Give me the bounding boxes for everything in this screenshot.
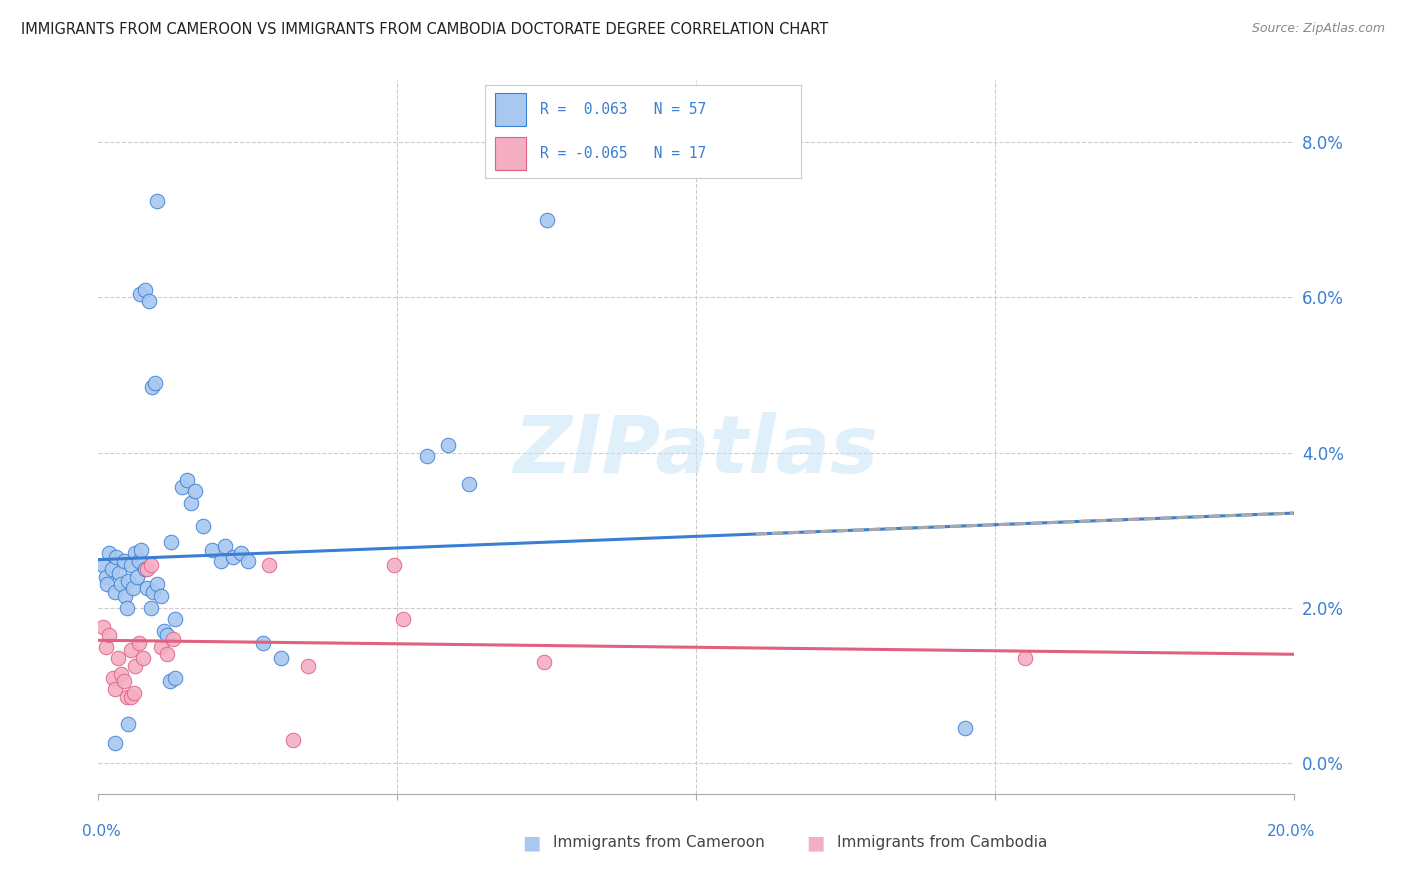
Point <box>281 732 304 747</box>
Point <box>156 628 179 642</box>
Point <box>153 624 176 638</box>
Point <box>270 651 292 665</box>
Point <box>533 655 555 669</box>
Point <box>91 620 114 634</box>
Point <box>94 640 117 654</box>
Text: ■: ■ <box>522 833 541 853</box>
Point <box>134 283 156 297</box>
Point <box>159 674 181 689</box>
Point <box>191 519 214 533</box>
Point <box>114 589 136 603</box>
Point <box>134 562 156 576</box>
Point <box>156 647 179 661</box>
Point <box>103 671 125 685</box>
Point <box>127 570 149 584</box>
Text: 0.0%: 0.0% <box>82 824 121 838</box>
Point <box>129 286 152 301</box>
Text: ZIPatlas: ZIPatlas <box>513 412 879 491</box>
Point <box>110 577 132 591</box>
Point <box>120 690 142 704</box>
Point <box>139 558 162 572</box>
Point <box>150 589 173 603</box>
Point <box>382 558 405 572</box>
Point <box>91 558 114 572</box>
Point <box>128 554 150 568</box>
Point <box>201 542 224 557</box>
Point <box>222 550 245 565</box>
Point <box>214 539 236 553</box>
Text: R = -0.065   N = 17: R = -0.065 N = 17 <box>540 146 707 161</box>
Point <box>104 736 127 750</box>
Point <box>163 671 186 685</box>
Point <box>143 376 166 390</box>
Point <box>257 558 280 572</box>
Point <box>124 659 146 673</box>
Point <box>458 476 481 491</box>
Point <box>104 682 127 697</box>
Point <box>112 554 135 568</box>
Point <box>100 562 122 576</box>
Text: R =  0.063   N = 57: R = 0.063 N = 57 <box>540 102 707 117</box>
Point <box>136 562 159 576</box>
Point <box>392 612 415 626</box>
Point <box>104 585 127 599</box>
Point <box>142 585 165 599</box>
Point <box>128 635 150 649</box>
Point <box>94 570 117 584</box>
Point <box>1014 651 1036 665</box>
Point <box>117 717 139 731</box>
Point <box>107 651 129 665</box>
Text: Immigrants from Cambodia: Immigrants from Cambodia <box>837 836 1047 850</box>
Point <box>160 534 183 549</box>
Point <box>120 558 142 572</box>
Point <box>105 550 128 565</box>
Point <box>120 643 142 657</box>
Point <box>115 690 138 704</box>
Point <box>131 542 153 557</box>
Text: ■: ■ <box>806 833 825 853</box>
Point <box>297 659 319 673</box>
Point <box>437 438 460 452</box>
Point <box>110 666 132 681</box>
Point <box>124 686 146 700</box>
Point <box>98 546 121 560</box>
Point <box>184 484 207 499</box>
Text: IMMIGRANTS FROM CAMEROON VS IMMIGRANTS FROM CAMBODIA DOCTORATE DEGREE CORRELATIO: IMMIGRANTS FROM CAMEROON VS IMMIGRANTS F… <box>21 22 828 37</box>
Point <box>132 651 155 665</box>
Point <box>108 566 131 580</box>
Point <box>138 294 160 309</box>
Point <box>96 577 118 591</box>
Point <box>252 635 274 649</box>
Point <box>146 577 169 591</box>
Point <box>176 473 198 487</box>
Point <box>416 450 439 464</box>
Point <box>98 628 121 642</box>
Point <box>115 600 138 615</box>
Text: Source: ZipAtlas.com: Source: ZipAtlas.com <box>1251 22 1385 36</box>
Point <box>953 721 976 735</box>
Point <box>146 194 169 208</box>
Point <box>536 213 558 227</box>
Bar <box>495 93 526 126</box>
Point <box>229 546 252 560</box>
Point <box>124 546 146 560</box>
Point <box>150 640 173 654</box>
Point <box>209 554 232 568</box>
Point <box>236 554 259 568</box>
Point <box>112 674 135 689</box>
Point <box>122 582 145 596</box>
Bar <box>495 137 526 170</box>
Point <box>139 600 162 615</box>
Text: Immigrants from Cameroon: Immigrants from Cameroon <box>553 836 765 850</box>
Text: 20.0%: 20.0% <box>1267 824 1315 838</box>
Point <box>162 632 184 646</box>
Point <box>136 582 159 596</box>
Point <box>141 379 163 393</box>
Point <box>180 496 202 510</box>
Point <box>172 481 194 495</box>
Point <box>163 612 186 626</box>
Point <box>117 574 139 588</box>
